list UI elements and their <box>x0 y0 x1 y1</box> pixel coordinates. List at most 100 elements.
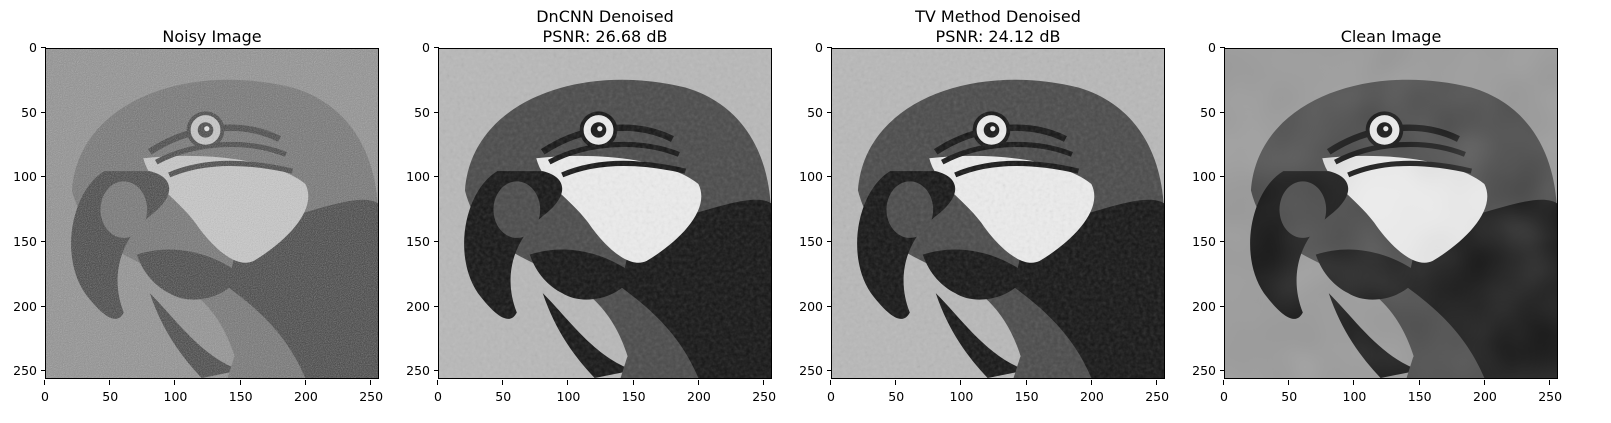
y-tick-label: 0 <box>390 40 439 55</box>
y-tick-label: 100 <box>390 169 439 185</box>
panel-title-line: TV Method Denoised <box>915 7 1081 26</box>
y-tick-label: 200 <box>1176 298 1225 314</box>
x-tick-label: 250 <box>744 380 784 404</box>
x-tick-label: 250 <box>1137 380 1177 404</box>
parrot-image <box>832 49 1164 378</box>
x-tick-text: 100 <box>556 389 581 404</box>
y-tick-label: 150 <box>783 233 832 249</box>
x-tick-mark <box>44 380 45 385</box>
x-tick-text: 250 <box>752 389 777 404</box>
x-tick-mark <box>1483 380 1485 385</box>
y-tick-text: 200 <box>1192 298 1216 314</box>
y-tick-text: 150 <box>406 233 430 249</box>
x-tick-mark <box>960 380 962 385</box>
panel-title: Noisy Image <box>45 27 379 47</box>
y-tick-mark <box>434 176 439 178</box>
x-tick-text: 0 <box>434 389 442 404</box>
y-tick-text: 250 <box>1192 363 1216 379</box>
y-tick-mark <box>41 111 46 113</box>
x-tick-label: 0 <box>25 380 65 404</box>
panel-title-line: DnCNN Denoised <box>536 7 674 26</box>
y-tick-label: 50 <box>390 104 439 120</box>
x-tick-text: 100 <box>1342 389 1367 404</box>
x-tick-text: 200 <box>1080 389 1104 404</box>
x-tick-mark <box>239 380 241 385</box>
x-tick-label: 150 <box>1007 380 1047 404</box>
x-tick-label: 100 <box>1334 380 1374 404</box>
x-tick-text: 200 <box>294 389 318 404</box>
x-tick-label: 50 <box>483 380 523 404</box>
x-tick-label: 200 <box>1072 380 1112 404</box>
x-tick-text: 250 <box>1538 389 1563 404</box>
y-tick-text: 0 <box>815 40 823 55</box>
y-tick-text: 200 <box>799 298 823 314</box>
panel-title-line: PSNR: 24.12 dB <box>935 27 1061 46</box>
y-tick-text: 200 <box>13 298 37 314</box>
y-tick-label: 150 <box>1176 234 1225 249</box>
x-tick-text: 250 <box>1145 389 1170 404</box>
y-tick-mark <box>434 305 439 307</box>
image-axes <box>831 48 1165 379</box>
y-tick-label: 0 <box>1176 40 1225 55</box>
x-tick-label: 200 <box>679 380 719 404</box>
y-tick-label: 100 <box>1176 169 1225 185</box>
panel-dncnn: DnCNN Denoised PSNR: 26.68 dB 0 50 100 150 20… <box>390 0 776 423</box>
x-tick-label: 100 <box>155 380 195 404</box>
panel-title-line: Clean Image <box>1340 27 1442 46</box>
y-tick-label: 200 <box>783 298 832 314</box>
y-tick-mark <box>827 176 832 178</box>
x-tick-text: 200 <box>1473 389 1497 404</box>
x-tick-label: 150 <box>614 380 654 404</box>
x-tick-text: 100 <box>949 389 974 404</box>
y-tick-mark <box>827 111 832 113</box>
y-tick-mark <box>41 240 46 242</box>
y-tick-text: 150 <box>799 233 823 249</box>
y-tick-text: 250 <box>13 363 37 379</box>
x-tick-text: 200 <box>687 389 711 404</box>
y-tick-mark <box>1220 240 1225 242</box>
parrot-image <box>1225 49 1557 378</box>
y-tick-label: 50 <box>0 105 46 120</box>
y-tick-text: 0 <box>29 40 37 55</box>
x-tick-mark <box>763 380 765 385</box>
y-tick-mark <box>434 370 439 372</box>
image-axes <box>45 48 379 379</box>
x-tick-label: 50 <box>876 380 916 404</box>
y-tick-text: 100 <box>406 169 430 185</box>
y-tick-label: 100 <box>0 170 46 184</box>
x-tick-label: 200 <box>286 380 326 404</box>
y-tick-label: 150 <box>390 233 439 249</box>
x-tick-mark <box>174 380 176 385</box>
y-tick-label: 50 <box>1176 105 1225 120</box>
y-tick-mark <box>41 47 46 48</box>
x-tick-text: 0 <box>41 389 49 404</box>
y-tick-label: 250 <box>783 364 832 378</box>
y-tick-text: 0 <box>422 40 430 55</box>
x-tick-mark <box>1025 380 1027 385</box>
x-tick-mark <box>830 380 831 385</box>
y-tick-mark <box>827 370 832 372</box>
y-tick-mark <box>827 240 832 242</box>
x-tick-label: 200 <box>1465 380 1505 404</box>
x-tick-mark <box>1223 380 1224 385</box>
x-tick-label: 250 <box>351 380 391 404</box>
x-tick-mark <box>1288 380 1290 385</box>
y-tick-label: 150 <box>0 233 46 249</box>
x-tick-mark <box>567 380 569 385</box>
x-tick-mark <box>502 380 504 385</box>
y-tick-label: 50 <box>783 104 832 120</box>
panel-title-line: PSNR: 26.68 dB <box>542 27 668 46</box>
y-tick-text: 100 <box>1192 169 1216 185</box>
y-tick-mark <box>1220 111 1225 113</box>
x-tick-label: 150 <box>1400 380 1440 404</box>
y-tick-text: 0 <box>1208 40 1216 55</box>
y-tick-text: 100 <box>799 169 823 185</box>
x-tick-text: 150 <box>621 389 646 404</box>
parrot-image <box>46 49 378 378</box>
y-tick-text: 50 <box>807 104 823 120</box>
y-tick-text: 150 <box>13 233 37 249</box>
x-tick-text: 50 <box>1281 389 1298 404</box>
y-tick-text: 50 <box>414 104 430 120</box>
y-tick-mark <box>1220 176 1225 178</box>
panel-title-line: Noisy Image <box>162 27 262 46</box>
